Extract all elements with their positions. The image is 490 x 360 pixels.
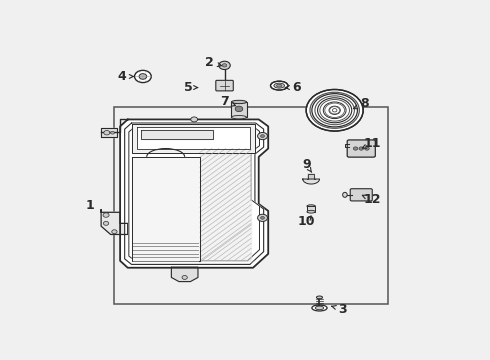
Circle shape bbox=[359, 147, 364, 150]
Ellipse shape bbox=[276, 84, 282, 87]
Circle shape bbox=[182, 275, 187, 279]
Circle shape bbox=[258, 214, 268, 221]
Polygon shape bbox=[101, 210, 128, 234]
Ellipse shape bbox=[307, 210, 315, 213]
Circle shape bbox=[191, 117, 197, 122]
Text: 8: 8 bbox=[361, 97, 369, 110]
Bar bbox=[115, 107, 388, 304]
Text: 9: 9 bbox=[302, 158, 311, 171]
Ellipse shape bbox=[343, 192, 347, 197]
Circle shape bbox=[135, 70, 151, 82]
Ellipse shape bbox=[312, 305, 327, 311]
Polygon shape bbox=[141, 130, 213, 139]
Ellipse shape bbox=[317, 296, 322, 299]
Circle shape bbox=[235, 106, 243, 112]
Polygon shape bbox=[172, 267, 198, 282]
Circle shape bbox=[103, 221, 109, 225]
Polygon shape bbox=[307, 174, 315, 179]
Polygon shape bbox=[131, 157, 200, 261]
Circle shape bbox=[261, 216, 265, 219]
Circle shape bbox=[112, 230, 117, 234]
Polygon shape bbox=[137, 127, 250, 149]
Text: 5: 5 bbox=[184, 81, 193, 94]
Ellipse shape bbox=[315, 306, 324, 310]
Polygon shape bbox=[200, 154, 251, 261]
Circle shape bbox=[258, 132, 268, 140]
FancyBboxPatch shape bbox=[350, 189, 372, 201]
Text: 4: 4 bbox=[118, 70, 126, 83]
Circle shape bbox=[306, 90, 363, 131]
FancyBboxPatch shape bbox=[216, 80, 233, 91]
Ellipse shape bbox=[274, 83, 285, 88]
Circle shape bbox=[365, 147, 369, 150]
Text: 7: 7 bbox=[220, 95, 229, 108]
Circle shape bbox=[219, 61, 230, 69]
Polygon shape bbox=[131, 123, 255, 153]
Circle shape bbox=[261, 135, 265, 138]
Polygon shape bbox=[101, 128, 118, 138]
Text: 1: 1 bbox=[85, 199, 94, 212]
Bar bbox=[231, 102, 246, 117]
Circle shape bbox=[353, 147, 358, 150]
Polygon shape bbox=[303, 179, 319, 184]
Ellipse shape bbox=[231, 116, 246, 119]
Text: 10: 10 bbox=[297, 216, 315, 229]
Circle shape bbox=[111, 131, 115, 134]
Polygon shape bbox=[120, 120, 268, 268]
Polygon shape bbox=[124, 123, 264, 264]
Text: 6: 6 bbox=[293, 81, 301, 94]
Ellipse shape bbox=[270, 81, 288, 90]
Bar bbox=[307, 206, 315, 212]
FancyBboxPatch shape bbox=[347, 140, 375, 157]
Text: 11: 11 bbox=[364, 137, 381, 150]
Text: 2: 2 bbox=[205, 56, 214, 69]
Circle shape bbox=[139, 74, 147, 79]
Text: 3: 3 bbox=[338, 303, 346, 316]
Ellipse shape bbox=[231, 100, 246, 104]
Ellipse shape bbox=[307, 205, 315, 208]
Circle shape bbox=[103, 213, 109, 217]
Circle shape bbox=[222, 64, 227, 67]
Circle shape bbox=[104, 131, 110, 135]
Text: 12: 12 bbox=[364, 193, 381, 206]
Polygon shape bbox=[129, 126, 260, 261]
